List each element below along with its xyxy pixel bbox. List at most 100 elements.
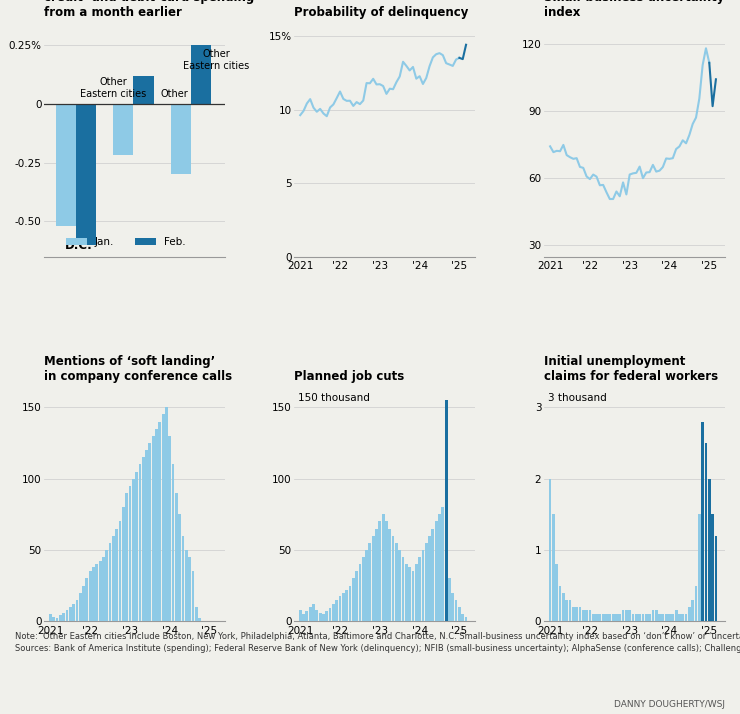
Bar	[352, 578, 354, 621]
Bar	[562, 593, 565, 621]
Bar	[411, 571, 414, 621]
Bar	[76, 104, 96, 245]
Bar	[398, 550, 401, 621]
Bar	[682, 614, 685, 621]
Bar	[335, 600, 338, 621]
Bar	[715, 536, 717, 621]
Text: Initial unemployment
claims for federal workers: Initial unemployment claims for federal …	[544, 356, 719, 383]
Bar	[132, 478, 135, 621]
Bar	[165, 408, 168, 621]
Bar	[112, 536, 115, 621]
Bar	[671, 614, 674, 621]
Bar	[355, 571, 358, 621]
Bar	[188, 557, 191, 621]
Bar	[648, 614, 651, 621]
Bar	[191, 45, 211, 104]
Bar	[326, 611, 328, 621]
Bar	[418, 557, 421, 621]
Bar	[408, 567, 411, 621]
Bar	[698, 514, 701, 621]
Bar	[592, 614, 595, 621]
Bar	[708, 478, 710, 621]
Bar	[599, 614, 601, 621]
Bar	[375, 528, 378, 621]
Bar	[171, 104, 191, 174]
Bar	[382, 514, 385, 621]
Bar	[445, 401, 448, 621]
Bar	[395, 543, 398, 621]
Bar	[704, 443, 707, 621]
Bar	[642, 614, 645, 621]
Bar	[135, 471, 138, 621]
Bar	[129, 486, 132, 621]
Bar	[608, 614, 611, 621]
Bar	[695, 585, 697, 621]
Bar	[622, 610, 625, 621]
Bar	[102, 557, 105, 621]
Bar	[448, 578, 451, 621]
Bar	[385, 521, 388, 621]
Bar	[402, 557, 405, 621]
Bar	[75, 600, 78, 621]
Bar	[645, 614, 648, 621]
Text: Other: Other	[161, 89, 189, 99]
Bar	[145, 450, 148, 621]
Bar	[98, 561, 101, 621]
Text: Note:  Other Eastern cities include Boston, New York, Philadelphia, Atlanta, Bal: Note: Other Eastern cities include Bosto…	[15, 632, 740, 653]
Bar	[322, 614, 325, 621]
Bar	[82, 585, 85, 621]
Bar	[158, 421, 161, 621]
Bar	[415, 564, 417, 621]
Bar	[49, 614, 52, 621]
Bar	[178, 514, 181, 621]
Bar	[152, 436, 155, 621]
Bar	[312, 604, 315, 621]
Bar	[465, 617, 468, 621]
Bar	[662, 614, 665, 621]
Bar	[565, 600, 568, 621]
Bar	[615, 614, 618, 621]
Bar	[691, 600, 694, 621]
Bar	[69, 607, 72, 621]
Bar	[56, 104, 76, 226]
Bar	[362, 557, 365, 621]
Text: Planned job cuts: Planned job cuts	[295, 371, 405, 383]
Bar	[185, 550, 188, 621]
Bar	[638, 614, 641, 621]
Bar	[339, 595, 341, 621]
Bar	[605, 614, 608, 621]
Bar	[92, 567, 95, 621]
Bar	[346, 590, 348, 621]
Bar	[582, 610, 585, 621]
Bar	[451, 593, 454, 621]
Bar	[588, 610, 591, 621]
Bar	[329, 608, 332, 621]
Legend: Jan., Feb.: Jan., Feb.	[61, 233, 190, 251]
Bar	[169, 436, 171, 621]
Bar	[332, 604, 334, 621]
Bar	[181, 536, 184, 621]
Bar	[438, 514, 441, 621]
Bar	[675, 610, 678, 621]
Bar	[371, 536, 374, 621]
Bar	[125, 493, 128, 621]
Bar	[442, 507, 444, 621]
Bar	[113, 104, 133, 156]
Text: 150 thousand: 150 thousand	[298, 393, 370, 403]
Text: Mentions of ‘soft landing’
in company conference calls: Mentions of ‘soft landing’ in company co…	[44, 356, 232, 383]
Bar	[651, 610, 654, 621]
Bar	[85, 578, 88, 621]
Bar	[349, 585, 351, 621]
Bar	[359, 564, 361, 621]
Bar	[595, 614, 598, 621]
Text: DANNY DOUGHERTY/WSJ: DANNY DOUGHERTY/WSJ	[614, 700, 725, 709]
Bar	[702, 421, 704, 621]
Bar	[365, 550, 368, 621]
Bar	[579, 607, 582, 621]
Text: Small-business uncertainty
index: Small-business uncertainty index	[544, 0, 724, 19]
Bar	[559, 585, 562, 621]
Bar	[142, 457, 144, 621]
Bar	[422, 550, 424, 621]
Bar	[684, 614, 687, 621]
Bar	[602, 614, 605, 621]
